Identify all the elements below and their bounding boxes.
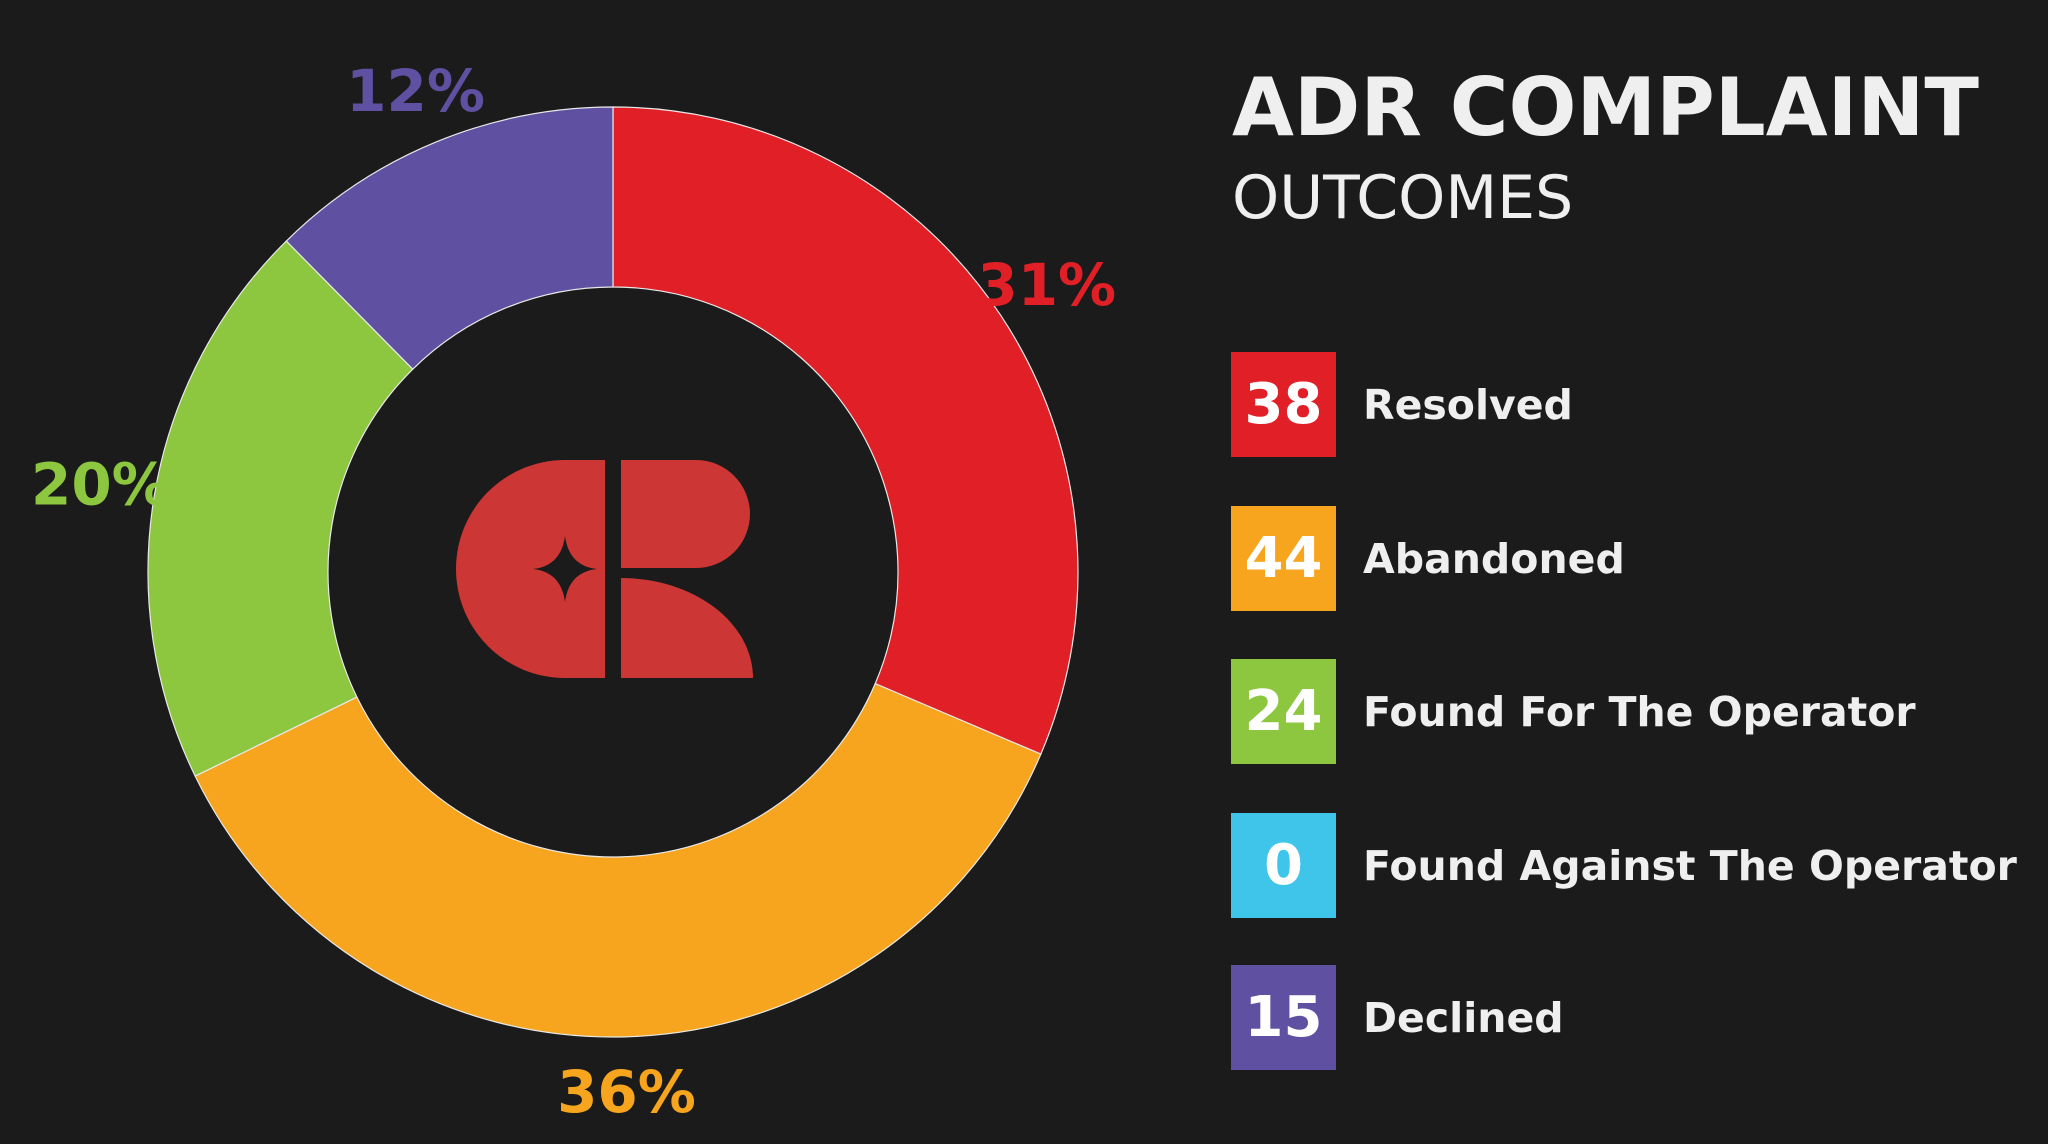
slice-percent-label: 12%: [346, 57, 485, 125]
slice-percent-label: 31%: [977, 251, 1116, 319]
legend-label: Abandoned: [1363, 534, 1625, 583]
logo-right-leg: [621, 578, 753, 678]
donut-slices: [147, 106, 1079, 1038]
legend-item-abandoned: 44 Abandoned: [1231, 506, 1991, 611]
slice-labels: 31% 36% 20% 12%: [31, 57, 1116, 1126]
legend-value-box: 15: [1231, 965, 1336, 1070]
legend-value-box: 24: [1231, 659, 1336, 764]
logo-right-bowl: [621, 460, 750, 568]
slice-resolved: [612, 106, 1079, 755]
slice-abandoned: [194, 682, 1042, 1038]
legend-label: Declined: [1363, 993, 1564, 1042]
chart-title: ADR COMPLAINT: [1232, 61, 1979, 154]
legend-label: Found For The Operator: [1363, 687, 1916, 736]
slice-declined: [285, 106, 614, 371]
chart-subtitle: OUTCOMES: [1232, 163, 1574, 233]
slice-found-for-the-operator: [147, 240, 414, 777]
cr-logo: [456, 460, 753, 678]
legend-item-found-against-operator: 0 Found Against The Operator: [1231, 813, 2017, 918]
slice-percent-label: 20%: [31, 451, 170, 519]
legend-item-declined: 15 Declined: [1231, 965, 1991, 1070]
slice-percent-label: 36%: [557, 1058, 696, 1126]
legend-value-box: 38: [1231, 352, 1336, 457]
legend-value-box: 44: [1231, 506, 1336, 611]
legend-item-found-for-operator: 24 Found For The Operator: [1231, 659, 1991, 764]
legend-label: Found Against The Operator: [1363, 841, 2017, 890]
legend-label: Resolved: [1363, 380, 1573, 429]
logo-star-icon: [533, 536, 597, 602]
logo-left-half: [456, 460, 605, 678]
legend-value-box: 0: [1231, 813, 1336, 918]
legend-item-resolved: 38 Resolved: [1231, 352, 1991, 457]
